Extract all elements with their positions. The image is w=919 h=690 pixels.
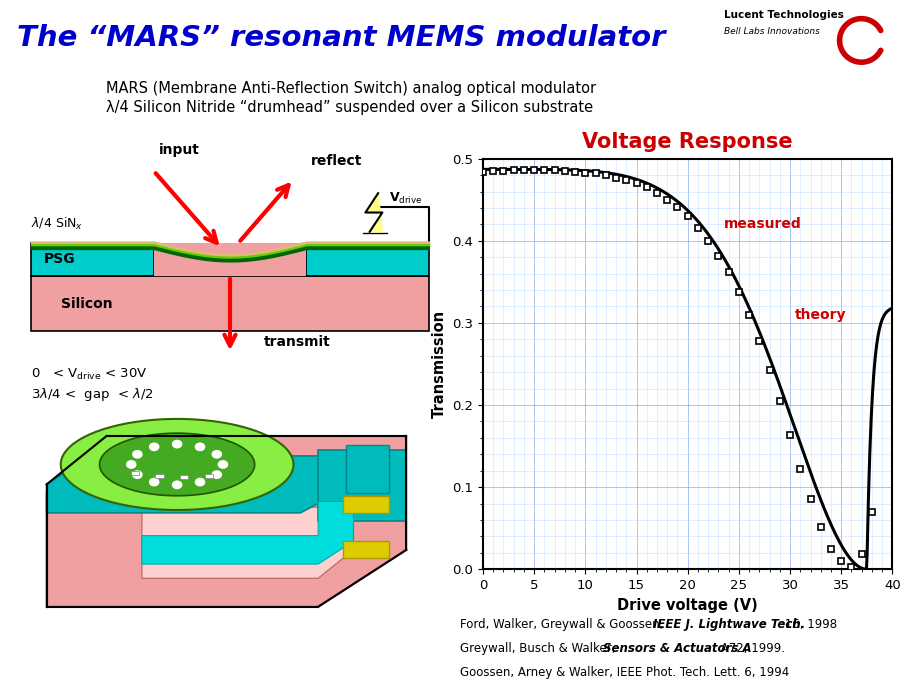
Polygon shape — [31, 243, 153, 276]
Text: Goossen, Arney & Walker, IEEE Phot. Tech. Lett. 6, 1994: Goossen, Arney & Walker, IEEE Phot. Tech… — [460, 666, 789, 679]
Circle shape — [173, 440, 181, 448]
Text: Sensors & Actuators A: Sensors & Actuators A — [602, 642, 751, 655]
Polygon shape — [343, 541, 389, 558]
Text: 3$\lambda$/4 <  gap  < $\lambda$/2: 3$\lambda$/4 < gap < $\lambda$/2 — [31, 386, 153, 404]
Text: λ/4 Silicon Nitride “drumhead” suspended over a Silicon substrate: λ/4 Silicon Nitride “drumhead” suspended… — [106, 100, 592, 115]
X-axis label: Drive voltage (V): Drive voltage (V) — [617, 598, 757, 613]
Text: Bell Labs Innovations: Bell Labs Innovations — [723, 27, 819, 36]
Polygon shape — [142, 502, 353, 564]
Text: 0   < V$_{\rm drive}$ < 30V: 0 < V$_{\rm drive}$ < 30V — [31, 367, 148, 382]
Polygon shape — [130, 471, 139, 475]
Circle shape — [173, 481, 181, 489]
Polygon shape — [204, 474, 213, 478]
Text: IEEE J. Lightwave Tech.: IEEE J. Lightwave Tech. — [652, 618, 804, 631]
Polygon shape — [61, 419, 293, 510]
Text: A72, 1999.: A72, 1999. — [716, 642, 784, 655]
Circle shape — [132, 451, 142, 458]
Circle shape — [150, 443, 159, 451]
Circle shape — [218, 461, 227, 468]
Text: transmit: transmit — [264, 335, 330, 349]
Circle shape — [150, 478, 159, 486]
Polygon shape — [365, 193, 382, 232]
Polygon shape — [31, 276, 428, 331]
Text: Greywall, Busch & Walker,: Greywall, Busch & Walker, — [460, 642, 618, 655]
Polygon shape — [180, 475, 188, 480]
Text: Ford, Walker, Greywall & Goossen,: Ford, Walker, Greywall & Goossen, — [460, 618, 666, 631]
Text: The “MARS” resonant MEMS modulator: The “MARS” resonant MEMS modulator — [17, 24, 664, 52]
Circle shape — [195, 478, 204, 486]
Polygon shape — [306, 243, 428, 276]
Polygon shape — [99, 433, 255, 495]
Polygon shape — [47, 436, 406, 607]
Text: input: input — [159, 144, 199, 157]
Polygon shape — [142, 507, 353, 578]
Text: $\lambda$/4 SiN$_x$: $\lambda$/4 SiN$_x$ — [31, 216, 84, 232]
Polygon shape — [343, 495, 389, 513]
Text: PSG: PSG — [44, 253, 75, 266]
Circle shape — [212, 471, 221, 478]
Polygon shape — [346, 444, 389, 493]
Text: MARS (Membrane Anti-Reflection Switch) analog optical modulator: MARS (Membrane Anti-Reflection Switch) a… — [106, 81, 596, 97]
Polygon shape — [153, 243, 306, 276]
Text: 16, 1998: 16, 1998 — [779, 618, 835, 631]
Text: V$_{\rm drive}$: V$_{\rm drive}$ — [389, 191, 422, 206]
Polygon shape — [47, 456, 364, 513]
Circle shape — [127, 461, 136, 468]
Circle shape — [132, 471, 142, 478]
Circle shape — [195, 443, 204, 451]
Polygon shape — [318, 450, 406, 522]
Circle shape — [212, 451, 221, 458]
Polygon shape — [155, 474, 164, 478]
Y-axis label: Transmission: Transmission — [431, 310, 447, 418]
Text: theory: theory — [794, 308, 845, 322]
Text: Lucent Technologies: Lucent Technologies — [723, 10, 843, 20]
Text: reflect: reflect — [310, 155, 361, 168]
Text: Silicon: Silicon — [61, 297, 112, 310]
Title: Voltage Response: Voltage Response — [582, 132, 792, 152]
Text: measured: measured — [722, 217, 800, 231]
